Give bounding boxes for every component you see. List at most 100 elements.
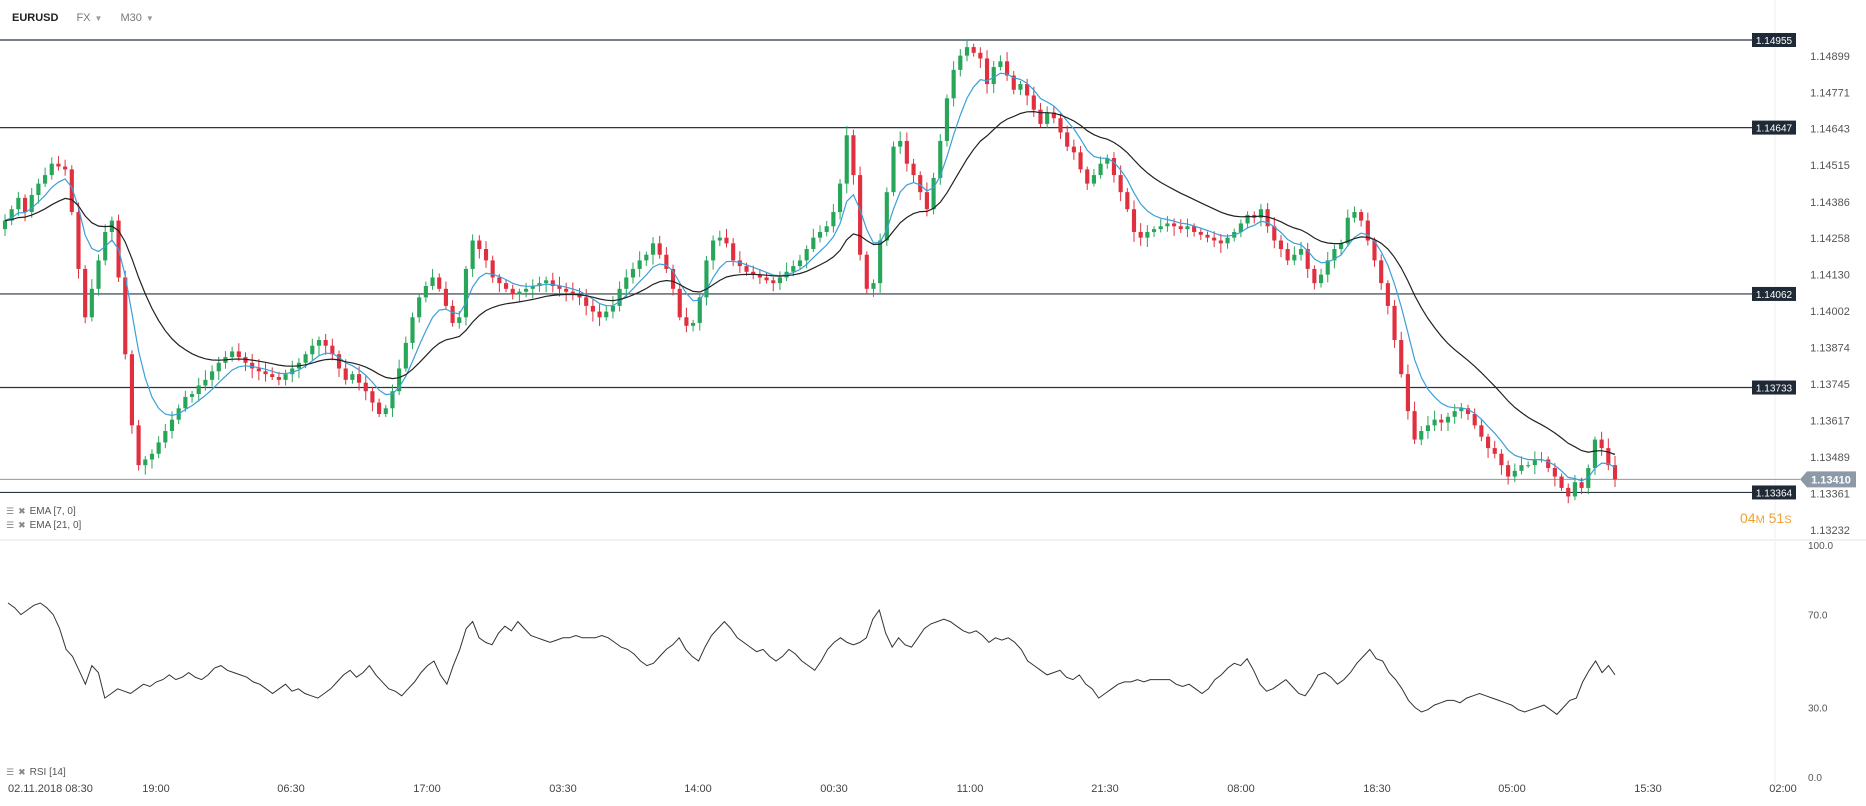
- horizontal-levels[interactable]: 1.14955 1.14647 1.14062 1.13733 1.13364 1.134…: [0, 33, 1856, 500]
- candle-up: [1145, 231, 1150, 238]
- symbol-label[interactable]: EURUSD: [12, 12, 59, 24]
- time-tick-label: 11:00: [957, 783, 984, 795]
- candle-up: [310, 345, 315, 355]
- ema21-legend[interactable]: ☰ ✖ EMA [21, 0]: [6, 520, 81, 531]
- candle-down: [256, 368, 261, 372]
- candle-up: [1352, 212, 1357, 218]
- candle-down: [1499, 453, 1504, 466]
- candle-up: [316, 340, 322, 346]
- candle-up: [991, 67, 996, 85]
- candle-up: [604, 311, 609, 318]
- settings-icon[interactable]: ☰: [6, 520, 15, 530]
- candle-down: [437, 277, 442, 289]
- candle-down: [1385, 283, 1390, 306]
- level-tag: [1752, 485, 1796, 500]
- candle-up: [824, 226, 829, 232]
- chart-header: EURUSD FX ▼ M30 ▼: [12, 12, 154, 24]
- candle-down: [1379, 260, 1384, 284]
- settings-icon[interactable]: ☰: [6, 506, 15, 516]
- candle-down: [858, 175, 863, 255]
- timeframe-dropdown[interactable]: M30 ▼: [120, 12, 153, 24]
- chevron-down-icon: ▼: [145, 14, 154, 23]
- candle-down: [577, 294, 582, 298]
- candle-up: [831, 212, 836, 227]
- candle-down: [1372, 240, 1377, 261]
- candle-down: [1192, 226, 1197, 232]
- candle-up: [1419, 431, 1424, 440]
- candle-down: [1305, 249, 1310, 269]
- price-axis: 1.14899 1.14771 1.14643 1.14515 1.14386 1.142…: [1810, 51, 1850, 537]
- time-tick-label: 08:00: [1227, 783, 1255, 795]
- candle-up: [964, 47, 970, 56]
- price-tick-label: 1.14386: [1810, 197, 1850, 209]
- candle-up: [1318, 274, 1324, 284]
- candle-up: [844, 135, 849, 184]
- candle-up: [96, 260, 101, 289]
- candle-down: [497, 277, 502, 284]
- candle-up: [1519, 465, 1524, 471]
- candle-down: [1065, 132, 1070, 147]
- candle-up: [650, 243, 656, 255]
- price-tick-label: 1.13617: [1810, 416, 1850, 428]
- candle-down: [1138, 231, 1143, 238]
- candle-down: [22, 197, 28, 213]
- candle-down: [670, 268, 676, 289]
- candle-down: [1472, 413, 1477, 426]
- candle-up: [196, 385, 201, 395]
- level-tag: [1752, 286, 1796, 301]
- rsi-legend[interactable]: ☰ ✖ RSI [14]: [6, 767, 66, 778]
- settings-icon[interactable]: ☰: [6, 767, 15, 777]
- candle-down: [1125, 192, 1130, 210]
- candle-down: [1566, 487, 1571, 497]
- candle-down: [263, 371, 268, 375]
- candle-down: [510, 288, 515, 295]
- candle-up: [163, 431, 168, 443]
- candle-up: [169, 419, 175, 432]
- candle-up: [637, 260, 642, 269]
- candle-down: [851, 135, 856, 176]
- candle-up: [49, 163, 54, 176]
- candle-up: [1158, 226, 1163, 230]
- candle-down: [1399, 340, 1404, 375]
- candle-up: [203, 379, 208, 386]
- level-tag-label: 1.13364: [1756, 488, 1793, 499]
- candle-up: [931, 177, 936, 210]
- candle-down: [1599, 439, 1604, 449]
- candle-down: [771, 280, 776, 284]
- price-tick-label: 1.14515: [1810, 160, 1850, 172]
- level-tag: [1752, 120, 1796, 135]
- candle-up: [390, 391, 395, 409]
- close-icon[interactable]: ✖: [18, 767, 26, 777]
- candle-up: [457, 317, 462, 323]
- candle-up: [817, 231, 823, 238]
- candle-up: [1452, 411, 1457, 417]
- market-dropdown[interactable]: FX ▼: [76, 12, 102, 24]
- level-tag: [1752, 33, 1796, 47]
- candle-up: [630, 268, 636, 278]
- candle-down: [1031, 95, 1036, 110]
- candle-up: [283, 374, 288, 380]
- candle-down: [56, 163, 61, 167]
- ema7-legend[interactable]: ☰ ✖ EMA [7, 0]: [6, 506, 76, 517]
- candle-up: [403, 342, 408, 369]
- candle-up: [951, 69, 956, 99]
- candle-up: [1298, 249, 1304, 255]
- candle-up: [1105, 158, 1110, 164]
- candle-down: [978, 52, 983, 59]
- candle-down: [684, 317, 689, 326]
- level-tag-label: 1.14647: [1756, 124, 1793, 135]
- candle-down: [1465, 408, 1471, 414]
- candle-up: [350, 374, 355, 380]
- candle-up: [1592, 439, 1598, 469]
- candle-down: [1412, 411, 1417, 440]
- chevron-down-icon: ▼: [94, 14, 103, 23]
- candle-down: [911, 163, 916, 176]
- candle-up: [423, 285, 428, 298]
- close-icon[interactable]: ✖: [18, 506, 26, 516]
- candle-down: [69, 169, 74, 213]
- close-icon[interactable]: ✖: [18, 520, 26, 530]
- candle-up: [1151, 229, 1157, 232]
- rsi-line: [7, 602, 1616, 716]
- time-tick-label: 17:00: [413, 783, 441, 795]
